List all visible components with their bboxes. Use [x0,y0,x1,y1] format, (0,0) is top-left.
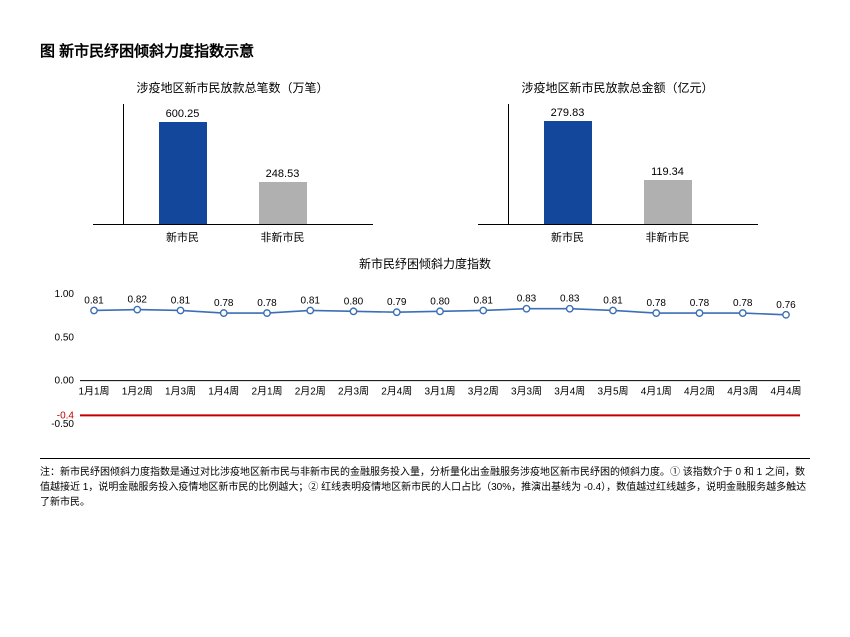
svg-text:0.78: 0.78 [214,298,234,309]
svg-text:-0.4: -0.4 [57,410,75,421]
svg-text:4月3周: 4月3周 [727,386,758,398]
bar-column-left-1: 248.53 [253,168,313,224]
svg-text:0.00: 0.00 [55,376,75,387]
svg-text:3月1周: 3月1周 [424,386,455,398]
bar-column-left-0: 600.25 [153,108,213,224]
svg-text:0.78: 0.78 [733,298,753,309]
svg-text:0.81: 0.81 [171,295,191,306]
bar-rect [159,122,207,224]
bar-value-label: 279.83 [551,107,585,119]
svg-text:0.83: 0.83 [517,294,537,305]
svg-text:2月4周: 2月4周 [381,386,412,398]
svg-text:1.00: 1.00 [55,289,75,300]
bar-column-right-0: 279.83 [538,107,598,224]
line-chart: -0.500.000.501.00-0.40.811月1周0.821月2周0.8… [40,276,810,446]
svg-text:2月3周: 2月3周 [338,386,369,398]
svg-text:1月2周: 1月2周 [122,386,153,398]
bar-column-right-1: 119.34 [638,166,698,224]
bar-chart-left: 涉疫地区新市民放款总笔数（万笔） 600.25 248.53 新市民 非新市民 [93,79,373,245]
figure-title: 图 新市民纾困倾斜力度指数示意 [40,40,810,61]
bar-rect [259,182,307,224]
bar-value-label: 600.25 [166,108,200,120]
bar-value-label: 119.34 [651,166,684,178]
svg-text:0.81: 0.81 [301,295,321,306]
svg-text:2月1周: 2月1周 [251,386,282,398]
svg-text:0.80: 0.80 [344,296,364,307]
svg-text:0.81: 0.81 [603,295,623,306]
svg-text:3月5周: 3月5周 [597,386,628,398]
svg-text:1月1周: 1月1周 [78,386,109,398]
bar-category-label: 新市民 [153,229,213,245]
bar-value-label: 248.53 [266,168,300,180]
svg-text:0.81: 0.81 [474,295,494,306]
bar-charts-row: 涉疫地区新市民放款总笔数（万笔） 600.25 248.53 新市民 非新市民 涉疫… [40,79,810,245]
svg-text:0.78: 0.78 [647,298,667,309]
line-chart-title: 新市民纾困倾斜力度指数 [40,255,810,272]
svg-text:0.80: 0.80 [430,296,450,307]
line-chart-section: 新市民纾困倾斜力度指数 -0.500.000.501.00-0.40.811月1… [40,255,810,446]
svg-text:0.50: 0.50 [55,332,75,343]
bar-chart-left-title: 涉疫地区新市民放款总笔数（万笔） [93,79,373,96]
bar-chart-right: 涉疫地区新市民放款总金额（亿元） 279.83 119.34 新市民 非新市民 [478,79,758,245]
bar-category-label: 非新市民 [638,229,698,245]
bar-chart-right-title: 涉疫地区新市民放款总金额（亿元） [478,79,758,96]
svg-text:1月3周: 1月3周 [165,386,196,398]
svg-text:0.83: 0.83 [560,294,580,305]
svg-text:4月4周: 4月4周 [770,386,801,398]
svg-text:3月3周: 3月3周 [511,386,542,398]
bar-rect [644,180,692,224]
bar-rect [544,121,592,224]
svg-text:3月2周: 3月2周 [468,386,499,398]
svg-text:2月2周: 2月2周 [295,386,326,398]
svg-text:0.76: 0.76 [776,300,796,311]
svg-text:0.79: 0.79 [387,297,407,308]
svg-text:0.78: 0.78 [690,298,710,309]
svg-text:0.81: 0.81 [84,295,104,306]
bar-category-label: 新市民 [538,229,598,245]
svg-text:1月4周: 1月4周 [208,386,239,398]
svg-text:0.78: 0.78 [257,298,277,309]
bar-category-label: 非新市民 [253,229,313,245]
svg-text:4月1周: 4月1周 [641,386,672,398]
svg-text:4月2周: 4月2周 [684,386,715,398]
svg-text:0.82: 0.82 [128,295,148,306]
svg-text:3月4周: 3月4周 [554,386,585,398]
footnote: 注：新市民纾困倾斜力度指数是通过对比涉疫地区新市民与非新市民的金融服务投入量，分… [40,458,810,510]
